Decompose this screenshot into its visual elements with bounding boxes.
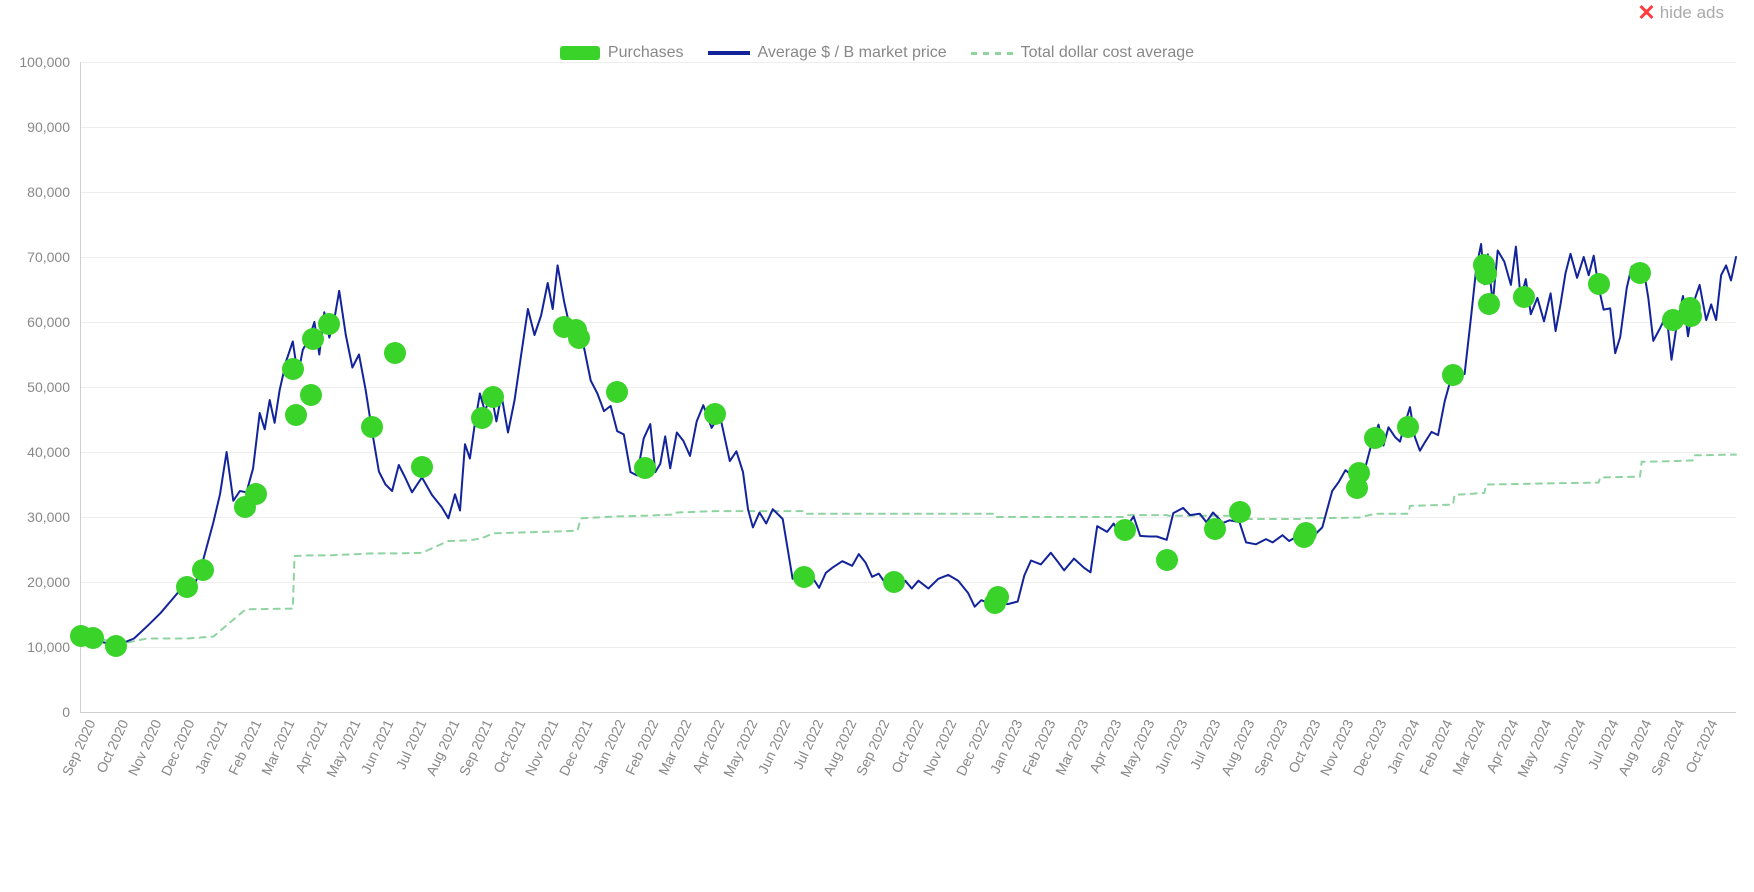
- legend-item-purchases[interactable]: Purchases: [560, 44, 684, 62]
- purchase-marker[interactable]: [361, 416, 383, 438]
- x-tick-label: Jun 2024: [1549, 717, 1588, 776]
- purchase-marker[interactable]: [1442, 364, 1464, 386]
- y-tick-label: 60,000: [27, 314, 70, 330]
- x-tick-label: May 2024: [1514, 717, 1554, 779]
- purchase-marker[interactable]: [282, 358, 304, 380]
- y-tick-label: 20,000: [27, 574, 70, 590]
- purchase-marker[interactable]: [285, 404, 307, 426]
- x-tick-label: Sep 2022: [853, 717, 893, 778]
- purchase-marker[interactable]: [1364, 427, 1386, 449]
- purchase-marker[interactable]: [482, 386, 504, 408]
- purchase-marker[interactable]: [704, 403, 726, 425]
- purchase-marker[interactable]: [568, 327, 590, 349]
- purchase-marker[interactable]: [1229, 501, 1251, 523]
- legend-item-market-price[interactable]: Average $ / B market price: [708, 44, 947, 62]
- y-tick-label: 50,000: [27, 379, 70, 395]
- chart-legend: Purchases Average $ / B market price Tot…: [0, 44, 1754, 62]
- purchase-marker[interactable]: [192, 559, 214, 581]
- hide-ads-label: hide ads: [1660, 3, 1724, 23]
- purchase-marker[interactable]: [471, 407, 493, 429]
- y-tick-label: 40,000: [27, 444, 70, 460]
- purchase-marker[interactable]: [1295, 522, 1317, 544]
- purchase-marker[interactable]: [300, 384, 322, 406]
- purchases-swatch-icon: [560, 46, 600, 60]
- purchase-marker[interactable]: [1478, 293, 1500, 315]
- x-tick-label: Oct 2024: [1682, 717, 1721, 775]
- y-axis-ticks: 010,00020,00030,00040,00050,00060,00070,…: [0, 62, 78, 712]
- y-tick-label: 100,000: [19, 54, 70, 70]
- purchase-marker[interactable]: [793, 566, 815, 588]
- y-tick-label: 0: [62, 704, 70, 720]
- x-tick-label: Sep 2020: [59, 717, 99, 778]
- purchase-marker[interactable]: [634, 457, 656, 479]
- purchase-marker[interactable]: [1156, 549, 1178, 571]
- y-tick-label: 10,000: [27, 639, 70, 655]
- x-tick-label: Oct 2022: [887, 717, 926, 775]
- purchase-marker[interactable]: [411, 456, 433, 478]
- purchase-marker[interactable]: [606, 381, 628, 403]
- purchase-marker[interactable]: [987, 586, 1009, 608]
- x-tick-label: Jul 2024: [1584, 717, 1621, 772]
- x-tick-label: Jun 2021: [358, 717, 397, 776]
- purchase-marker[interactable]: [1513, 286, 1535, 308]
- purchase-marker[interactable]: [1629, 262, 1651, 284]
- x-axis-ticks: Sep 2020Oct 2020Nov 2020Dec 2020Jan 2021…: [80, 717, 1735, 887]
- y-tick-label: 70,000: [27, 249, 70, 265]
- close-icon: ✕: [1637, 2, 1655, 24]
- purchase-marker[interactable]: [105, 635, 127, 657]
- x-tick-label: Jul 2022: [790, 717, 827, 772]
- purchase-marker[interactable]: [1348, 462, 1370, 484]
- purchase-marker[interactable]: [245, 483, 267, 505]
- chart-root: ✕ hide ads Purchases Average $ / B marke…: [0, 0, 1754, 892]
- chart-svg: [81, 62, 1736, 712]
- market-swatch-icon: [708, 51, 750, 55]
- purchase-marker[interactable]: [82, 627, 104, 649]
- purchase-marker[interactable]: [1680, 305, 1702, 327]
- legend-label-dca: Total dollar cost average: [1021, 44, 1194, 62]
- purchase-marker[interactable]: [1588, 273, 1610, 295]
- purchase-marker[interactable]: [318, 313, 340, 335]
- purchase-marker[interactable]: [1475, 263, 1497, 285]
- y-tick-label: 80,000: [27, 184, 70, 200]
- y-tick-label: 90,000: [27, 119, 70, 135]
- x-tick-label: Jul 2023: [1187, 717, 1224, 772]
- legend-item-dca[interactable]: Total dollar cost average: [971, 44, 1194, 62]
- legend-label-market-price: Average $ / B market price: [758, 44, 947, 62]
- purchase-marker[interactable]: [883, 571, 905, 593]
- y-tick-label: 30,000: [27, 509, 70, 525]
- purchase-marker[interactable]: [176, 576, 198, 598]
- purchase-marker[interactable]: [1204, 518, 1226, 540]
- plot-region[interactable]: [80, 62, 1736, 713]
- hide-ads-button[interactable]: ✕ hide ads: [1637, 2, 1724, 24]
- x-tick-label: Jun 2023: [1152, 717, 1191, 776]
- dca-swatch-icon: [971, 52, 1013, 55]
- purchase-marker[interactable]: [1397, 416, 1419, 438]
- chart-area: 0 10,000 20,000 30,000 40,000 50,000 60,000 70,…: [0, 62, 1754, 892]
- x-tick-label: Jul 2021: [393, 717, 430, 772]
- purchase-marker[interactable]: [384, 342, 406, 364]
- x-tick-label: Jan 2021: [192, 717, 231, 776]
- x-tick-label: Sep 2021: [456, 717, 496, 778]
- x-tick-label: Sep 2024: [1647, 717, 1687, 778]
- legend-label-purchases: Purchases: [608, 44, 684, 62]
- x-tick-label: Apr 2021: [292, 717, 331, 775]
- x-tick-label: Oct 2023: [1285, 717, 1324, 775]
- purchase-marker[interactable]: [1114, 519, 1136, 541]
- x-tick-label: Jun 2022: [755, 717, 794, 776]
